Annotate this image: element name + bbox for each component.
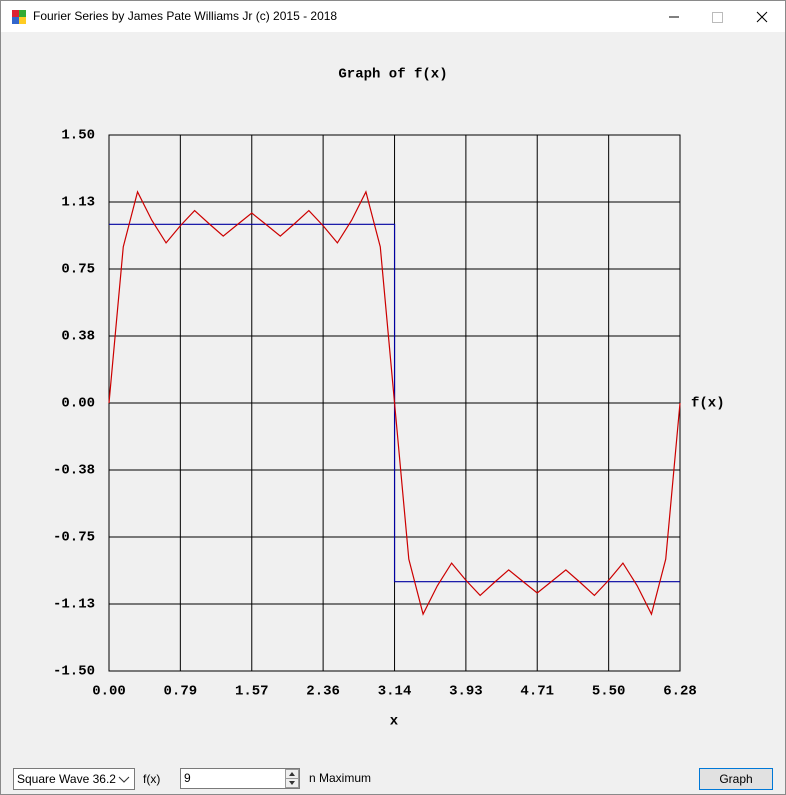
function-select[interactable]: Square Wave 36.2	[13, 768, 135, 790]
spinner[interactable]	[285, 769, 299, 788]
x-tick-label: 2.36	[306, 684, 340, 700]
x-tick-label: 3.93	[449, 684, 483, 700]
y-tick-label: -0.38	[53, 463, 95, 479]
y-tick-label: 0.38	[61, 329, 95, 345]
y-tick-label: 0.00	[61, 396, 95, 412]
app-icon	[12, 10, 26, 24]
series-line	[108, 190, 681, 616]
y-tick-label: 1.50	[61, 128, 95, 144]
x-tick-label: 4.71	[520, 684, 554, 700]
y-tick-label: 1.13	[61, 195, 95, 211]
y-tick-label: -1.50	[53, 664, 95, 680]
y-tick-label: -1.13	[53, 597, 95, 613]
x-tick-label: 3.14	[378, 684, 412, 700]
window-title: Fourier Series by James Pate Williams Jr…	[33, 9, 338, 23]
maximize[interactable]	[712, 12, 723, 23]
graph-button[interactable]: Graph	[699, 768, 773, 790]
n-label: n Maximum	[309, 771, 372, 785]
window-buttons[interactable]	[645, 1, 785, 32]
fx-label: f(x)	[143, 772, 161, 786]
title-bar: Fourier Series by James Pate Williams Jr…	[1, 1, 785, 32]
chart-title: Graph of f(x)	[338, 67, 447, 83]
n-value: 9	[184, 771, 191, 785]
y-axis-label: f(x)	[691, 396, 725, 412]
y-tick-label: 0.75	[61, 262, 95, 278]
x-axis-label: x	[390, 714, 399, 730]
close[interactable]	[756, 11, 768, 23]
x-tick-label: 1.57	[235, 684, 269, 700]
dropdown-arrow	[118, 776, 130, 783]
chart: Graph of f(x) x f(x) 1.50 1.13 0.75 0.38 0.0…	[53, 67, 725, 730]
x-tick-label: 5.50	[592, 684, 626, 700]
y-tick-label: -0.75	[53, 530, 95, 546]
x-tick-label: 0.00	[92, 684, 126, 700]
x-tick-label: 0.79	[164, 684, 198, 700]
x-tick-label: 6.28	[663, 684, 697, 700]
n-input[interactable]: 9	[180, 768, 300, 789]
select-value: Square Wave 36.2	[17, 772, 116, 786]
